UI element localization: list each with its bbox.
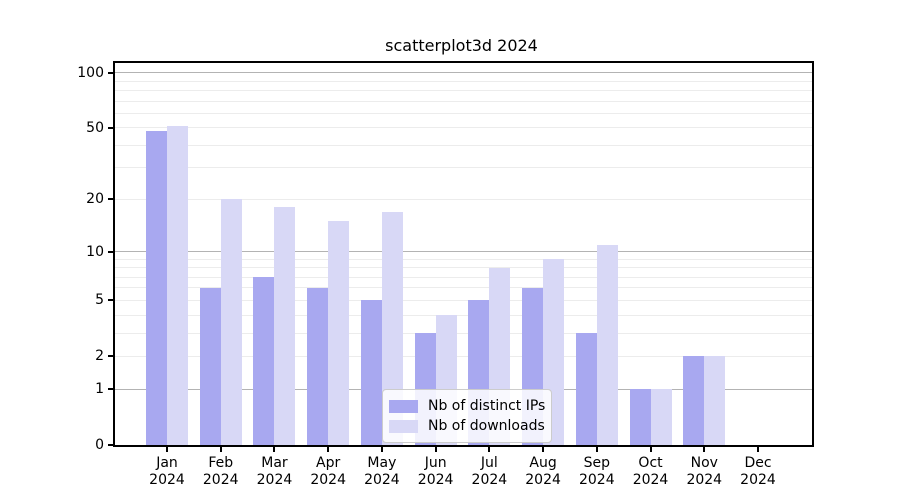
legend-row-downloads: Nb of downloads bbox=[389, 416, 545, 436]
legend-swatch-downloads bbox=[389, 419, 418, 433]
x-tick-mark-jan bbox=[166, 447, 168, 452]
bar-nov-downloads bbox=[704, 356, 726, 445]
x-tick-mark-aug bbox=[542, 447, 545, 452]
plot-area: Nb of distinct IPs Nb of downloads bbox=[113, 61, 814, 447]
bar-may-downloads bbox=[381, 211, 403, 445]
x-tick-mark-jun bbox=[434, 447, 437, 452]
bar-may-distinct-ips bbox=[360, 300, 382, 445]
x-tick-mark-mar bbox=[273, 447, 276, 452]
y-tick-mark-100 bbox=[108, 71, 113, 74]
gridline-100 bbox=[115, 72, 812, 74]
x-tick-label-apr: Apr 2024 bbox=[310, 455, 346, 488]
x-tick-label-oct: Oct 2024 bbox=[632, 455, 669, 488]
bar-feb-downloads bbox=[220, 199, 242, 445]
x-tick-label-sep: Sep 2024 bbox=[578, 455, 615, 488]
x-tick-mark-may bbox=[380, 447, 383, 452]
bar-oct-distinct-ips bbox=[629, 389, 651, 445]
x-tick-label-may: May 2024 bbox=[364, 455, 400, 488]
y-tick-label-50: 50 bbox=[86, 119, 104, 136]
x-tick-label-jan: Jan 2024 bbox=[149, 455, 185, 488]
x-tick-label-aug: Aug 2024 bbox=[525, 455, 561, 488]
bar-nov-distinct-ips bbox=[683, 356, 705, 445]
y-tick-mark-10 bbox=[108, 250, 113, 253]
x-tick-mark-feb bbox=[219, 447, 222, 452]
legend: Nb of distinct IPs Nb of downloads bbox=[382, 389, 552, 443]
legend-label-distinct-ips: Nb of distinct IPs bbox=[428, 398, 546, 414]
bar-jan-downloads bbox=[167, 126, 188, 445]
y-tick-label-100: 100 bbox=[77, 64, 104, 81]
x-tick-mark-dec bbox=[756, 447, 759, 452]
gridline-60 bbox=[115, 112, 812, 114]
gridline-4 bbox=[115, 314, 812, 316]
y-tick-mark-5 bbox=[108, 299, 113, 302]
y-tick-label-10: 10 bbox=[86, 243, 104, 260]
y-tick-label-0: 0 bbox=[95, 437, 104, 453]
gridline-10 bbox=[115, 251, 812, 252]
bar-mar-distinct-ips bbox=[253, 277, 275, 445]
bar-sep-distinct-ips bbox=[575, 333, 597, 445]
x-tick-label-jul: Jul 2024 bbox=[471, 455, 508, 488]
bar-sep-downloads bbox=[596, 244, 618, 445]
gridline-8 bbox=[115, 267, 812, 269]
y-tick-mark-20 bbox=[108, 198, 113, 201]
gridline-3 bbox=[115, 332, 812, 334]
y-tick-label-1: 1 bbox=[95, 381, 104, 398]
legend-label-downloads: Nb of downloads bbox=[428, 418, 545, 434]
x-tick-label-jun: Jun 2024 bbox=[417, 455, 454, 488]
y-tick-mark-2 bbox=[108, 355, 113, 358]
y-tick-mark-0 bbox=[108, 444, 113, 446]
gridline-50 bbox=[115, 127, 812, 129]
bar-feb-distinct-ips bbox=[199, 288, 221, 445]
bar-apr-distinct-ips bbox=[307, 288, 329, 445]
x-tick-label-feb: Feb 2024 bbox=[202, 455, 239, 488]
y-tick-label-5: 5 bbox=[95, 292, 104, 309]
gridline-6 bbox=[115, 287, 812, 289]
x-tick-mark-oct bbox=[649, 447, 652, 452]
x-tick-mark-nov bbox=[703, 447, 706, 452]
y-tick-label-20: 20 bbox=[86, 191, 104, 208]
x-tick-label-dec: Dec 2024 bbox=[740, 455, 776, 488]
gridline-5 bbox=[115, 299, 812, 301]
x-tick-label-nov: Nov 2024 bbox=[686, 455, 723, 488]
y-tick-mark-1 bbox=[108, 388, 113, 391]
chart-title: scatterplot3d 2024 bbox=[385, 36, 538, 55]
legend-swatch-distinct-ips bbox=[389, 399, 418, 413]
bar-apr-downloads bbox=[328, 221, 350, 445]
gridline-9 bbox=[115, 258, 812, 260]
gridline-7 bbox=[115, 276, 812, 278]
gridline-80 bbox=[115, 89, 812, 91]
x-tick-label-mar: Mar 2024 bbox=[256, 455, 293, 488]
bar-jan-distinct-ips bbox=[146, 131, 167, 445]
bar-oct-downloads bbox=[650, 389, 672, 445]
x-tick-mark-apr bbox=[327, 447, 330, 452]
gridline-20 bbox=[115, 198, 812, 200]
gridline-2 bbox=[115, 355, 812, 357]
x-tick-mark-jul bbox=[488, 447, 491, 452]
gridline-90 bbox=[115, 80, 812, 82]
gridline-40 bbox=[115, 144, 812, 146]
x-tick-mark-sep bbox=[595, 447, 598, 452]
gridline-70 bbox=[115, 100, 812, 102]
bar-mar-downloads bbox=[274, 207, 296, 445]
gridline-30 bbox=[115, 167, 812, 169]
y-tick-mark-50 bbox=[108, 126, 113, 129]
y-tick-label-2: 2 bbox=[95, 348, 104, 365]
legend-row-distinct-ips: Nb of distinct IPs bbox=[389, 396, 546, 416]
